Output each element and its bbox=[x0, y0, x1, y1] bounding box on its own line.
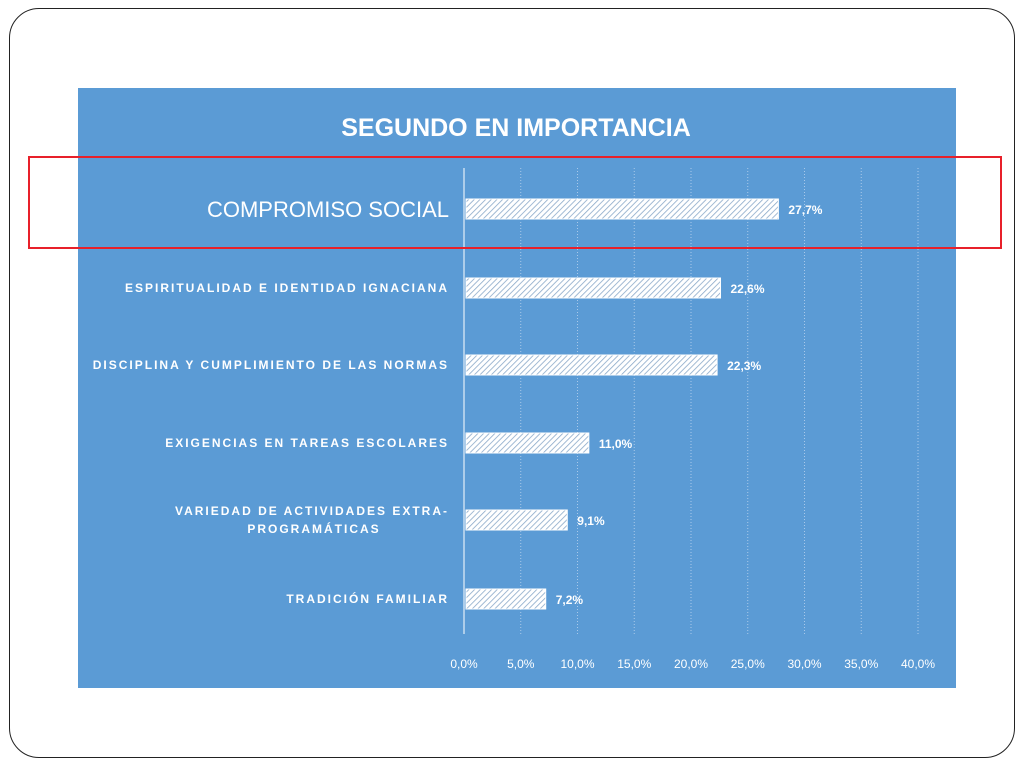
x-tick-label: 10,0% bbox=[560, 657, 594, 671]
bar bbox=[465, 509, 568, 531]
value-label: 11,0% bbox=[599, 437, 633, 451]
bar bbox=[465, 277, 722, 299]
x-tick-label: 30,0% bbox=[787, 657, 821, 671]
value-label: 22,6% bbox=[731, 282, 765, 296]
category-label: DISCIPLINA Y CUMPLIMIENTO DE LAS NORMAS bbox=[93, 358, 449, 372]
bars bbox=[465, 198, 779, 610]
chart-title: SEGUNDO EN IMPORTANCIA bbox=[341, 114, 691, 142]
category-label: EXIGENCIAS EN TAREAS ESCOLARES bbox=[165, 436, 449, 450]
bar bbox=[465, 588, 547, 610]
category-label: PROGRAMÁTICAS bbox=[247, 521, 380, 536]
x-tick-label: 15,0% bbox=[617, 657, 651, 671]
x-tick-label: 40,0% bbox=[901, 657, 935, 671]
chart-panel bbox=[78, 88, 956, 688]
bar bbox=[465, 432, 590, 454]
x-tick-label: 5,0% bbox=[507, 657, 535, 671]
x-tick-label: 20,0% bbox=[674, 657, 708, 671]
x-tick-label: 0,0% bbox=[450, 657, 478, 671]
x-axis-tick-labels: 0,0% 5,0% 10,0% 15,0% 20,0% 25,0% 30,0% 35,0% 40… bbox=[450, 657, 935, 671]
category-label: ESPIRITUALIDAD E IDENTIDAD IGNACIANA bbox=[125, 281, 449, 295]
highlight-box bbox=[28, 156, 1002, 249]
x-tick-label: 35,0% bbox=[844, 657, 878, 671]
grid-lines bbox=[520, 168, 919, 634]
value-label: 27,7% bbox=[788, 203, 822, 217]
bar bbox=[465, 198, 779, 220]
category-labels: COMPROMISO SOCIAL ESPIRITUALIDAD E IDENTI… bbox=[93, 197, 449, 606]
value-label: 22,3% bbox=[727, 359, 761, 373]
value-labels: 27,7% 22,6% 22,3% 11,0% 9,1% 7,2% bbox=[556, 203, 823, 607]
bar bbox=[465, 354, 718, 376]
value-label: 9,1% bbox=[577, 514, 605, 528]
category-label: TRADICIÓN FAMILIAR bbox=[286, 591, 449, 606]
value-label: 7,2% bbox=[556, 593, 584, 607]
category-label: VARIEDAD DE ACTIVIDADES EXTRA- bbox=[175, 504, 449, 518]
category-label: COMPROMISO SOCIAL bbox=[207, 197, 449, 222]
x-tick-label: 25,0% bbox=[731, 657, 765, 671]
